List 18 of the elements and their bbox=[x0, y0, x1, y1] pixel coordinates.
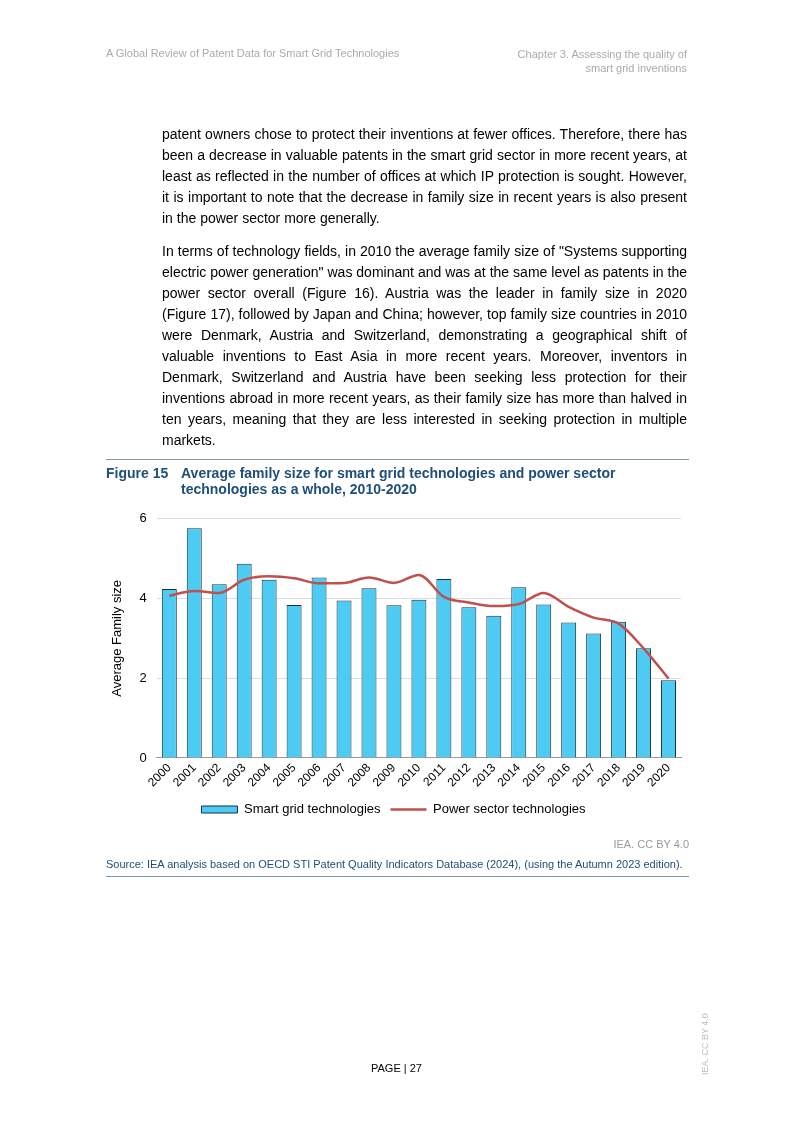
y-tick-label: 6 bbox=[139, 510, 147, 526]
y-tick-label: 2 bbox=[139, 669, 147, 685]
text: patent owners chose to protect their inventions at fewer offices. Therefore, there has been a decrease in valuable patents in the smart grid sector in more recent years, at least as reflected in the number of offices at which IP protection is sought. However, it is important to note that the decrease in family size in recent years is also present in the power sector more generally. bbox=[162, 125, 687, 228]
legend-label: Power sector technologies bbox=[433, 801, 587, 817]
text: IEA. CC BY 4.0 bbox=[612, 838, 689, 850]
y-tick-label: 4 bbox=[139, 590, 147, 606]
text: A Global Review of Patent Data for Smart Grid Technologies bbox=[106, 47, 400, 59]
text: In terms of technology fields, in 2010 the average family size of "Systems supporting electric power generation" was dominant and was at the same level as patents in the power sector overall (Figure 16). Austria was the leader in family size in 2020 (Figure 17), followed by Japan and China; however, top family size countries in 2010 were Denmark, Austria and Switzerland, demonstrating a geographical shift of valuable inventions to East Asia in more recent years. Moreover, inventors in Denmark, Switzerland and Austria have been seeking less protection for their inventions abroad in more recent years, as their family size has more than halved in ten years, meaning that they are less interested in seeking protection in multiple markets. bbox=[162, 243, 687, 448]
text: PAGE | 27 bbox=[371, 1062, 422, 1074]
text: IEA. CC BY 4.0 bbox=[700, 1012, 710, 1075]
y-tick-label: 0 bbox=[139, 749, 147, 765]
line-series bbox=[168, 573, 670, 680]
legend-label: Smart grid technologies bbox=[243, 801, 382, 817]
chart-title: Average family size for smart grid technologies and power sector technologies as a whole, 2010-2020 bbox=[181, 465, 617, 497]
y-axis-title: Average Family size bbox=[109, 579, 125, 697]
chart-subtitle: Figure 15 bbox=[106, 465, 170, 483]
source-note: Source: IEA analysis based on OECD STI Patent Quality Indicators Database (2024), (using the Autumn 2023 edition). bbox=[106, 858, 689, 877]
text: Chapter 3. Assessing the quality of smart grid inventions bbox=[517, 47, 687, 75]
